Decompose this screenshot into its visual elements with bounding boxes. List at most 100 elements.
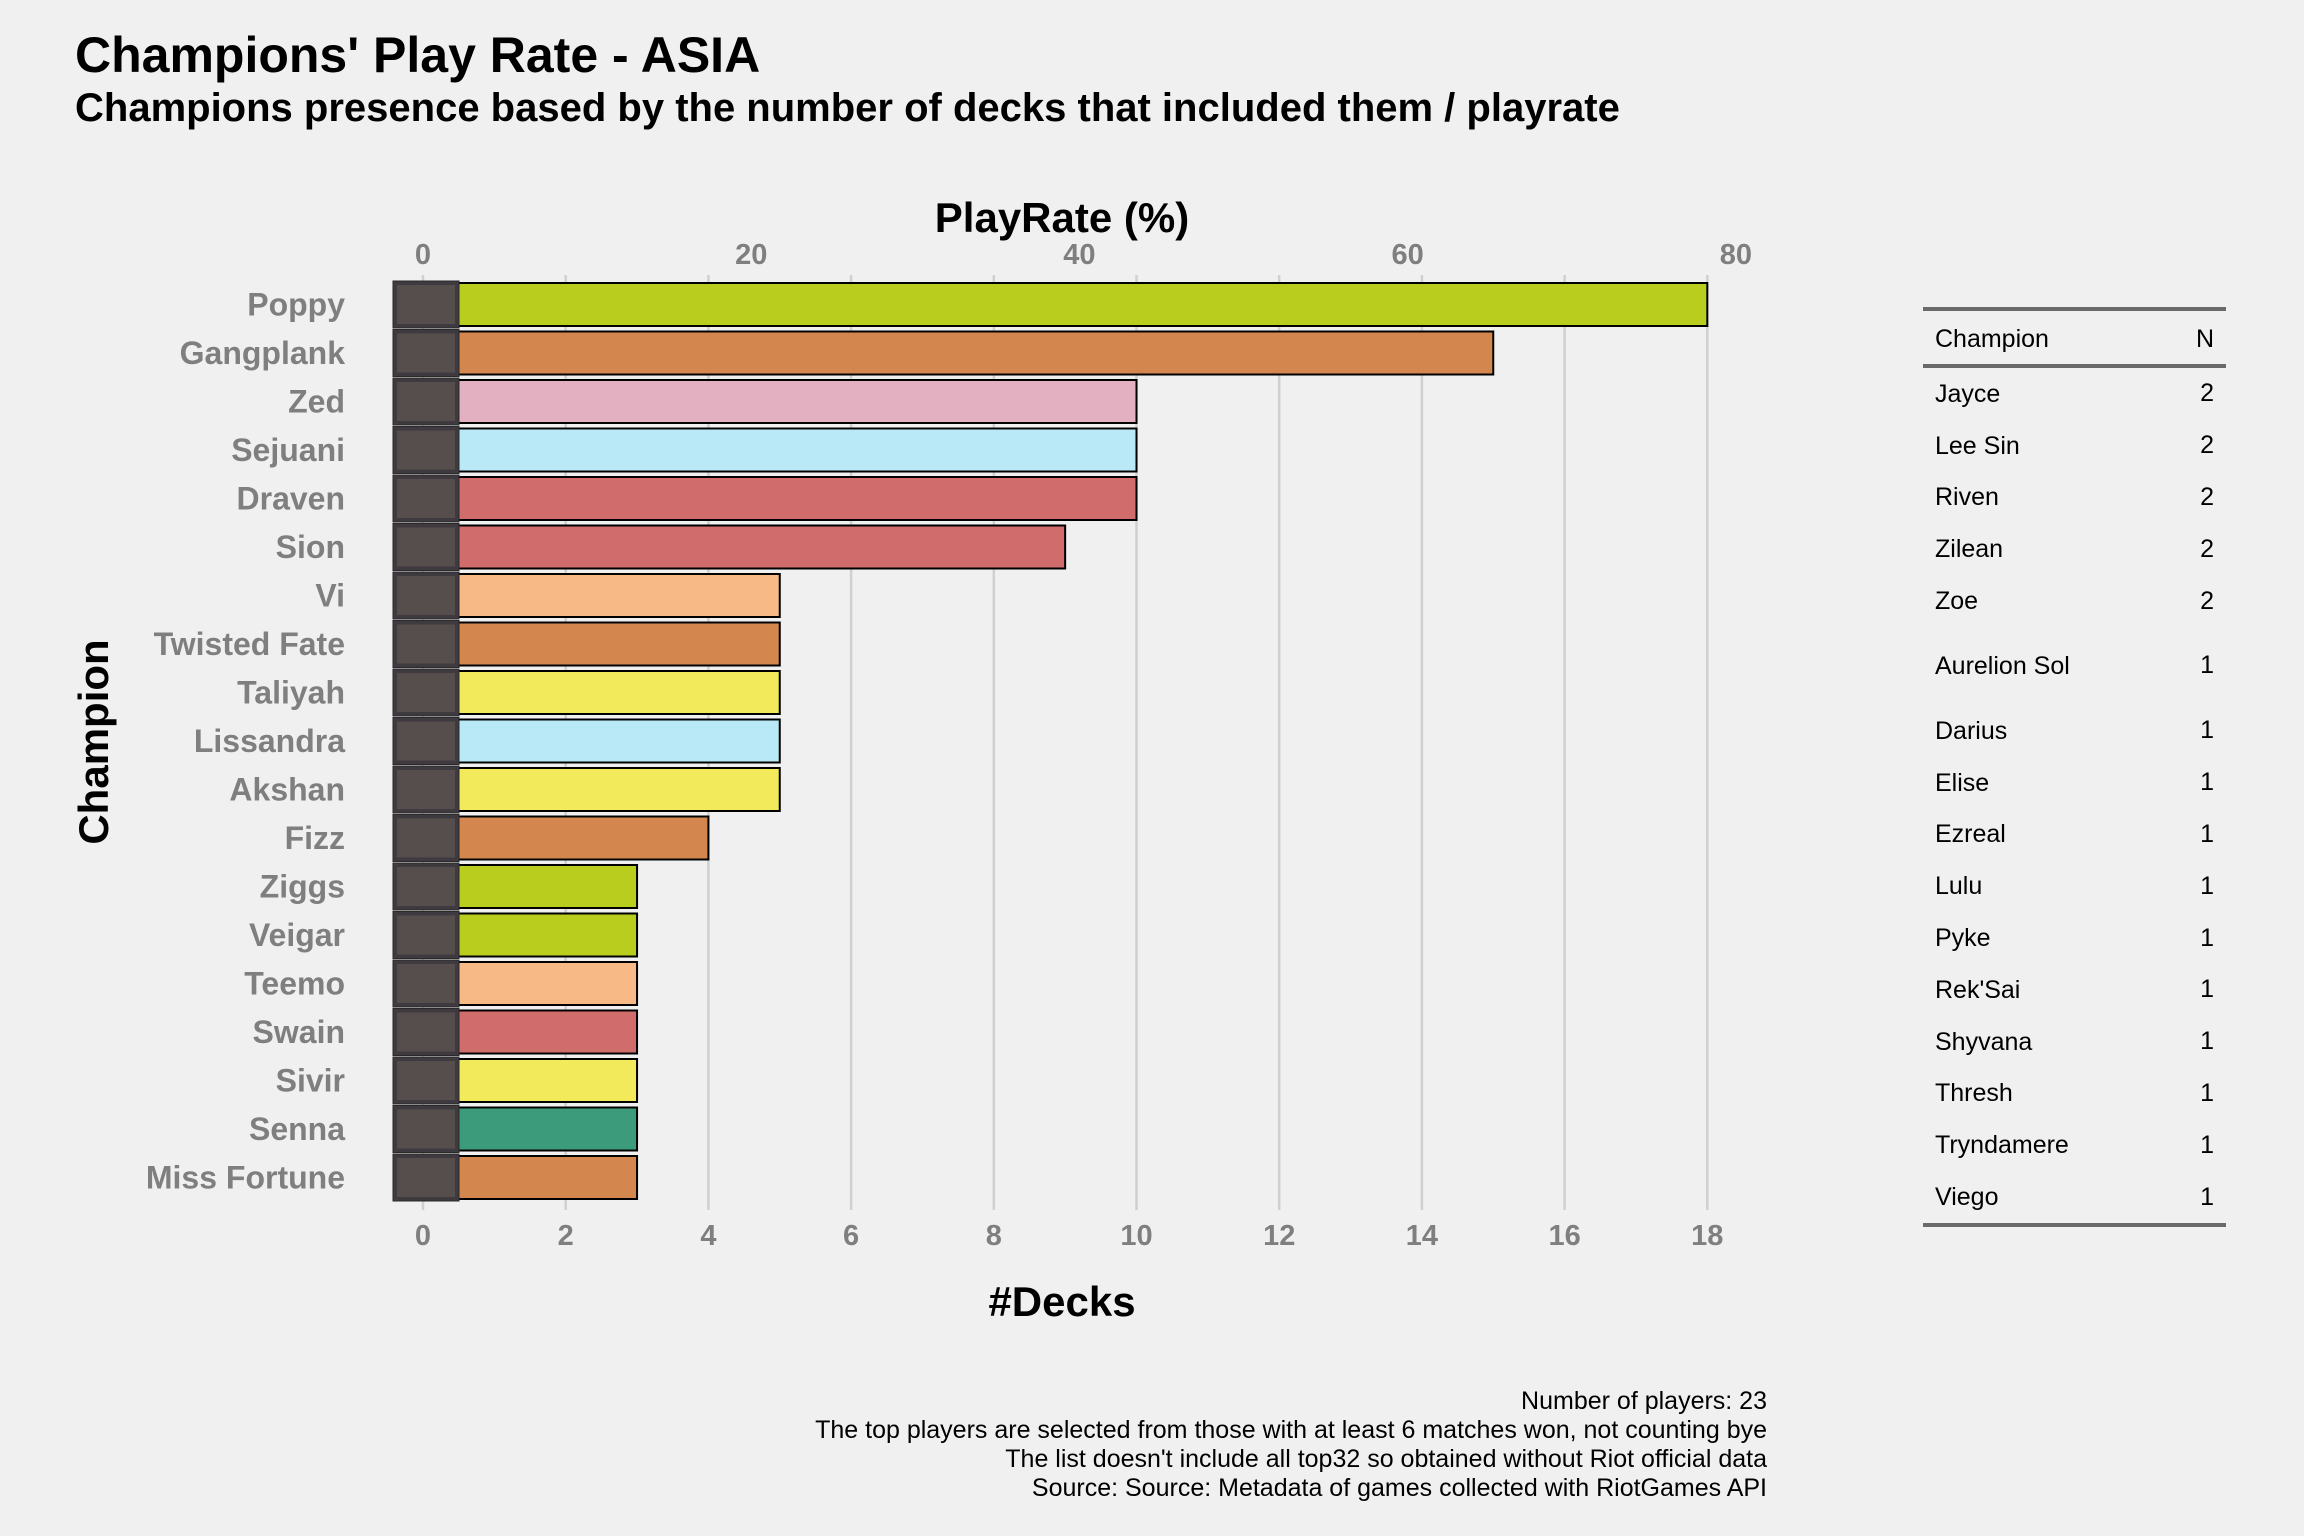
table-row: Pyke 1 bbox=[1923, 912, 2226, 964]
table-cell-count: 1 bbox=[2200, 1027, 2214, 1056]
bar bbox=[422, 524, 1067, 570]
table-body: Jayce 2 Lee Sin 2 Riven 2 Zilean 2 Zoe 2 Aurelion … bbox=[1923, 368, 2226, 1223]
bar bbox=[422, 330, 1495, 376]
category-label: Teemo bbox=[244, 966, 345, 1002]
bar bbox=[422, 427, 1138, 473]
champion-card-art bbox=[397, 333, 455, 373]
table-row: Viego 1 bbox=[1923, 1171, 2226, 1223]
table-cell-champion: Darius bbox=[1935, 716, 2008, 745]
table-cell-champion: Riven bbox=[1935, 483, 1999, 512]
table-cell-champion: Zoe bbox=[1935, 586, 1979, 615]
champion-card-art bbox=[397, 1158, 455, 1197]
table-cell-champion: Jayce bbox=[1935, 379, 2001, 408]
category-label: Swain bbox=[253, 1014, 345, 1050]
table-cell-champion: Tryndamere bbox=[1935, 1131, 2069, 1160]
header-n: N bbox=[2195, 325, 2214, 353]
champion-card-art bbox=[397, 673, 455, 712]
table-cell-champion: Ezreal bbox=[1935, 820, 2006, 849]
table-row: Zilean 2 bbox=[1923, 523, 2226, 575]
x-tick-label: 6 bbox=[843, 1220, 859, 1252]
footnote-players: Number of players: 23 bbox=[1521, 1387, 1767, 1415]
table-cell-count: 1 bbox=[2200, 1182, 2214, 1211]
table-cell-count: 1 bbox=[2200, 716, 2214, 745]
category-label: Draven bbox=[237, 481, 346, 517]
table-row: Zoe 2 bbox=[1923, 575, 2226, 627]
bar bbox=[422, 573, 781, 618]
champion-card-art bbox=[397, 430, 455, 470]
bar bbox=[422, 718, 781, 764]
table-cell-count: 1 bbox=[2200, 819, 2214, 848]
table-cell-champion: Lee Sin bbox=[1935, 431, 2020, 460]
bar bbox=[422, 621, 781, 667]
x-axis-title: #Decks bbox=[988, 1278, 1135, 1325]
champion-card-art bbox=[397, 576, 455, 615]
table-cell-count: 1 bbox=[2200, 768, 2214, 797]
table-cell-champion: Lulu bbox=[1935, 872, 1983, 901]
champion-card-art bbox=[397, 721, 455, 761]
secondary-x-tick-label: 20 bbox=[735, 239, 767, 271]
table-cell-champion: Zilean bbox=[1935, 535, 2004, 564]
bar bbox=[422, 282, 1709, 327]
champion-card-art bbox=[397, 527, 455, 567]
footnote-selection: The top players are selected from those … bbox=[815, 1416, 1767, 1444]
x-tick-label: 10 bbox=[1120, 1220, 1152, 1252]
x-tick-label: 8 bbox=[986, 1220, 1002, 1252]
category-label: Zed bbox=[288, 384, 345, 420]
y-axis-title: Champion bbox=[70, 639, 117, 844]
table-row: Ezreal 1 bbox=[1923, 809, 2226, 861]
footnote-source: Source: Source: Metadata of games collec… bbox=[1031, 1474, 1767, 1502]
category-label: Veigar bbox=[249, 917, 345, 953]
table-cell-champion: Elise bbox=[1935, 768, 1990, 797]
category-label: Sion bbox=[276, 529, 345, 565]
category-label: Poppy bbox=[247, 287, 345, 323]
category-label: Akshan bbox=[229, 772, 345, 808]
x-tick-label: 4 bbox=[700, 1220, 716, 1252]
champion-card-art bbox=[397, 1109, 455, 1149]
champion-card-art bbox=[397, 285, 455, 324]
table-row: Elise 1 bbox=[1923, 757, 2226, 809]
table-cell-champion: Shyvana bbox=[1935, 1027, 2033, 1056]
table-cell-champion: Aurelion Sol bbox=[1935, 651, 2070, 680]
x-tick-label: 0 bbox=[415, 1220, 431, 1252]
category-label: Fizz bbox=[285, 820, 345, 856]
table-row: Lee Sin 2 bbox=[1923, 420, 2226, 472]
table-row: Shyvana 1 bbox=[1923, 1016, 2226, 1068]
champion-card-art bbox=[397, 1012, 455, 1052]
x-tick-label: 2 bbox=[558, 1220, 574, 1252]
table-row: Riven 2 bbox=[1923, 472, 2226, 524]
x-tick-label: 18 bbox=[1691, 1220, 1723, 1252]
chart-title: Champions' Play Rate - ASIA bbox=[75, 27, 761, 83]
category-label: Miss Fortune bbox=[146, 1160, 345, 1196]
x-tick-label: 14 bbox=[1406, 1220, 1438, 1252]
table-row: Jayce 2 bbox=[1923, 368, 2226, 420]
table-row: Lulu 1 bbox=[1923, 860, 2226, 912]
table-cell-champion: Viego bbox=[1935, 1182, 1999, 1211]
table-row: Rek'Sai 1 bbox=[1923, 964, 2226, 1016]
table-cell-count: 1 bbox=[2200, 975, 2214, 1004]
table-cell-count: 1 bbox=[2200, 871, 2214, 900]
champion-card-art bbox=[397, 964, 455, 1003]
category-label: Gangplank bbox=[180, 335, 346, 371]
footnotes: Number of players: 23 The top players ar… bbox=[815, 1387, 1767, 1503]
champion-card-art bbox=[397, 479, 455, 518]
category-label: Lissandra bbox=[194, 723, 345, 759]
table-cell-count: 1 bbox=[2200, 1078, 2214, 1107]
category-label: Sejuani bbox=[231, 432, 345, 468]
champion-card-art bbox=[397, 1061, 455, 1100]
secondary-x-tick-label: 0 bbox=[415, 239, 431, 271]
category-label: Taliyah bbox=[237, 675, 345, 711]
bar bbox=[422, 670, 781, 715]
champion-card-art bbox=[397, 915, 455, 955]
header-champion: Champion bbox=[1935, 325, 2049, 353]
secondary-x-axis-title: PlayRate (%) bbox=[935, 194, 1189, 241]
secondary-x-tick-label: 40 bbox=[1063, 239, 1095, 271]
category-label: Senna bbox=[249, 1111, 345, 1147]
secondary-x-tick-label: 60 bbox=[1391, 239, 1423, 271]
x-tick-label: 16 bbox=[1548, 1220, 1580, 1252]
table-row: Darius 1 bbox=[1923, 705, 2226, 757]
bar bbox=[422, 476, 1138, 521]
bar bbox=[422, 815, 710, 861]
table-header: Champion N bbox=[1923, 311, 2226, 368]
category-label: Twisted Fate bbox=[154, 626, 345, 662]
